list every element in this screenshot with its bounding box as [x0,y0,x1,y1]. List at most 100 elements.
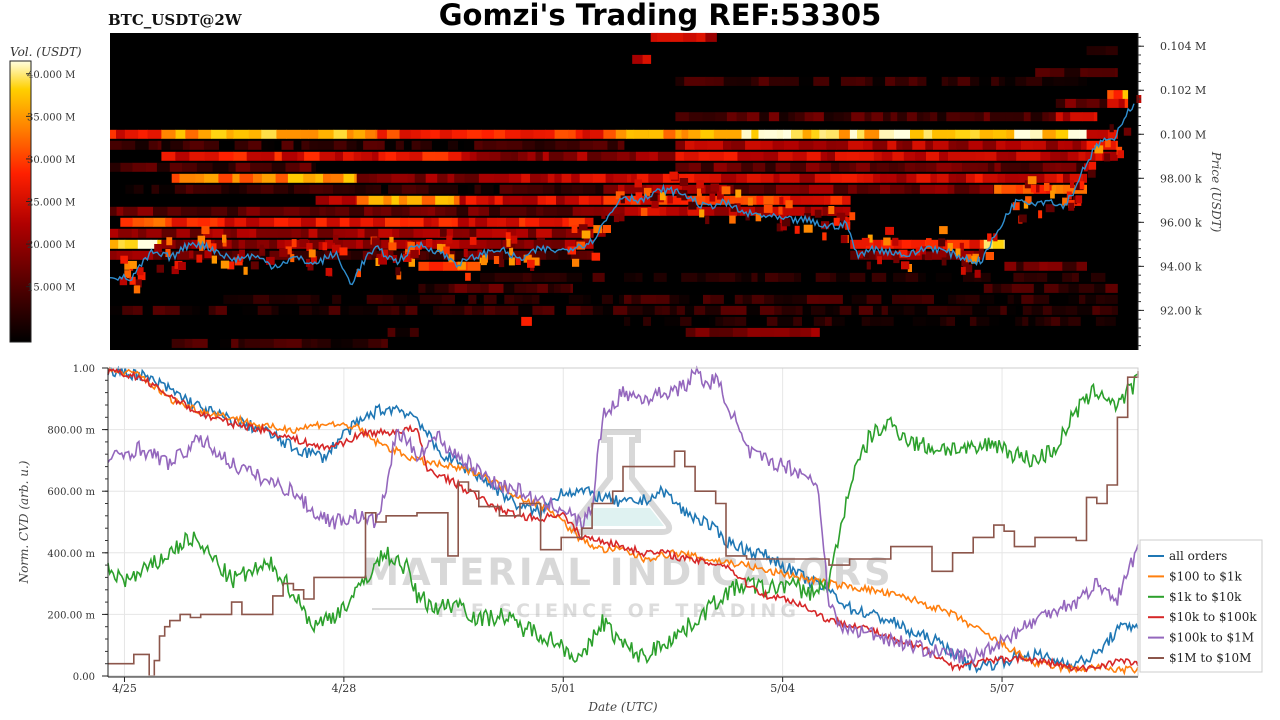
heatmap-cell [872,305,883,315]
heatmap-cell [161,228,177,238]
heatmap-cell [911,184,921,194]
heatmap-cell [763,151,779,161]
heatmap-cell [836,212,846,221]
heatmap-cell [493,256,500,264]
heatmap-cell [1053,76,1065,86]
heatmap-cell [269,239,278,249]
heatmap-cell [135,279,142,288]
heatmap-cell [363,140,378,150]
heatmap-cell [861,316,871,326]
heatmap-cell [825,129,840,139]
heatmap-cell [1048,112,1057,122]
heatmap-cell [923,112,931,122]
heatmap-cell [457,217,470,227]
heatmap-cell [1042,112,1050,122]
heatmap-cell [604,272,613,282]
heatmap-cell [178,262,186,270]
heatmap-cell [726,129,742,139]
heatmap-cell [504,294,515,304]
heatmap-cell [734,294,744,304]
heatmap-cell [301,217,317,227]
heatmap-cell [790,195,802,205]
heatmap-cell [510,250,522,260]
heatmap-cell [802,129,812,139]
heatmap-cell [1104,153,1111,162]
heatmap-cell [227,261,235,270]
heatmap-cell [191,239,202,249]
heatmap-cell [508,173,522,183]
heatmap-cell [866,261,871,270]
heatmap-cell [713,129,728,139]
heatmap-cell [496,294,505,304]
heatmap-cell [378,151,386,161]
heatmap-cell [467,261,481,271]
heatmap-cell [755,213,762,222]
heatmap-cell [788,112,796,122]
heatmap-cell [378,228,393,238]
cvd-y-tick-label: 800.00 m [47,426,95,437]
heatmap-cell [695,327,710,337]
heatmap-cell [423,217,432,227]
heatmap-cell [839,162,850,172]
heatmap-cell [439,228,447,237]
heatmap-cell [887,140,897,150]
heatmap-cell [881,294,893,304]
heatmap-cell [530,173,542,183]
heatmap-cell [947,305,961,315]
heatmap-cell [1058,283,1069,293]
heatmap-cell [308,228,318,238]
heatmap-cell [474,140,483,150]
heatmap-cell [1042,76,1054,86]
heatmap-cell [896,140,903,150]
heatmap-cell [664,316,681,326]
heatmap-cell [806,151,822,161]
heatmap-cell [687,206,693,215]
heatmap-cell [401,184,417,194]
heatmap-cell [723,140,732,150]
heatmap-cell [956,294,966,304]
heatmap-cell [592,228,594,238]
heatmap-cell [924,252,932,261]
heatmap-cell [1078,151,1086,161]
heatmap-cell [395,327,411,337]
heatmap-cell [506,228,517,238]
heatmap-cell [948,76,958,86]
heatmap-cell [577,151,588,161]
heatmap-cell [198,129,212,139]
heatmap-cell [422,228,439,238]
heatmap-cell [196,206,212,216]
heatmap-cell [332,234,339,243]
heatmap-cell [488,195,496,205]
heatmap-cell [355,195,358,205]
heatmap-cell [802,305,812,315]
heatmap-cell [970,129,980,139]
heatmap-cell [391,195,400,205]
heatmap-cell [793,316,803,326]
heatmap-cell [789,327,801,337]
heatmap-cell [110,206,117,216]
heatmap-cell [880,184,891,194]
heatmap-cell [496,140,508,150]
heatmap-cell [755,316,768,326]
heatmap-cell [476,151,490,161]
heatmap-cell [680,316,692,326]
heatmap-cell [582,272,593,282]
heatmap-cell [116,206,124,216]
heatmap-cell [429,250,444,260]
heatmap-cell [309,206,320,216]
heatmap-cell [800,327,812,337]
legend-label: all orders [1169,549,1227,563]
heatmap-cell [446,235,453,244]
heatmap-cell [230,228,238,238]
heatmap-cell [542,239,552,249]
heatmap-cell [420,140,433,150]
heatmap-cell [140,250,154,260]
heatmap-cell [212,228,224,238]
heatmap-cell [234,140,249,150]
heatmap-cell [167,206,182,216]
heatmap-cell [197,217,211,227]
heatmap-cell [175,239,184,249]
heatmap-cell [1015,316,1023,326]
heatmap-cell [849,272,866,282]
heatmap-cell [819,184,834,194]
